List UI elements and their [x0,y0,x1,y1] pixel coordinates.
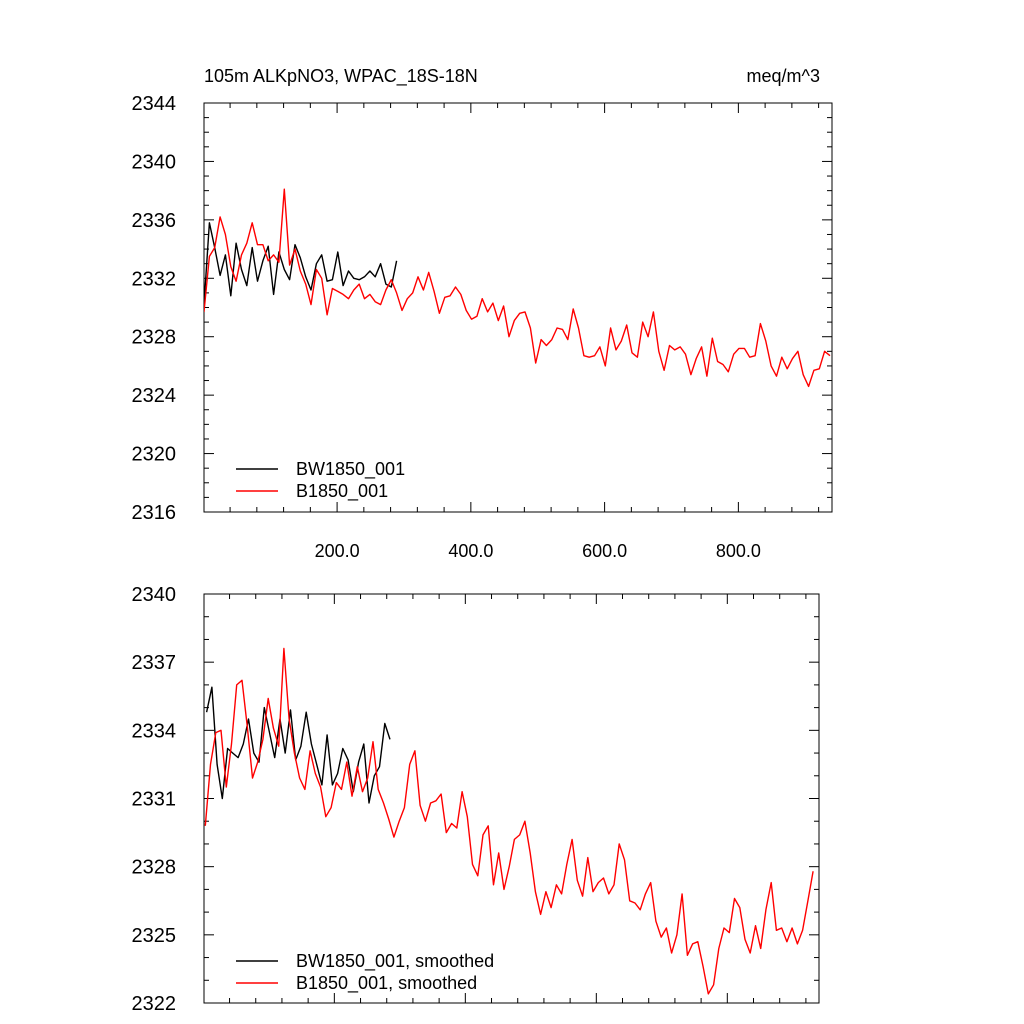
y-tick-label: 2332 [132,268,177,290]
legend-label: BW1850_001 [296,459,405,480]
y-tick-label: 2324 [132,385,177,407]
plot-frame [203,102,833,513]
series-line-bw1850-001 [204,222,398,305]
units-label: meq/m^3 [747,66,820,86]
y-tick-label: 2334 [132,720,177,742]
y-tick-label: 2322 [132,993,177,1015]
y-tick-label: 2336 [132,210,177,232]
y-tick-label: 2340 [132,151,177,173]
y-tick-label: 2328 [132,857,177,879]
y-tick-label: 2331 [132,789,177,811]
x-tick-label: 800.0 [716,541,761,561]
y-tick-label: 2340 [132,584,177,606]
y-tick-label: 2337 [132,652,177,674]
y-tick-label: 2325 [132,925,177,947]
legend-label: B1850_001 [296,481,388,502]
series-line-b1850-001 [204,188,831,388]
x-tick-label: 400.0 [448,541,493,561]
y-tick-label: 2316 [132,502,177,524]
x-tick-label: 200.0 [315,541,360,561]
x-tick-label: 600.0 [582,541,627,561]
legend-label: BW1850_001, smoothed [296,951,494,972]
series-line-b1850-001 [204,647,814,995]
y-tick-label: 2320 [132,444,177,466]
top-panel: 200.0 400.0 600.0 800.0 2316 2320 2324 2328 2332… [132,93,833,561]
y-tick-label: 2328 [132,327,177,349]
y-tick-label: 2344 [132,93,177,115]
figure-title: 105m ALKpNO3, WPAC_18S-18N [204,66,478,87]
legend-label: B1850_001, smoothed [296,973,477,994]
bottom-panel: 2322 2325 2328 2331 2334 2337 2340 BW1850_001, … [132,584,820,1015]
series-line-bw1850-001 [205,686,391,804]
plot-frame [203,593,820,1004]
